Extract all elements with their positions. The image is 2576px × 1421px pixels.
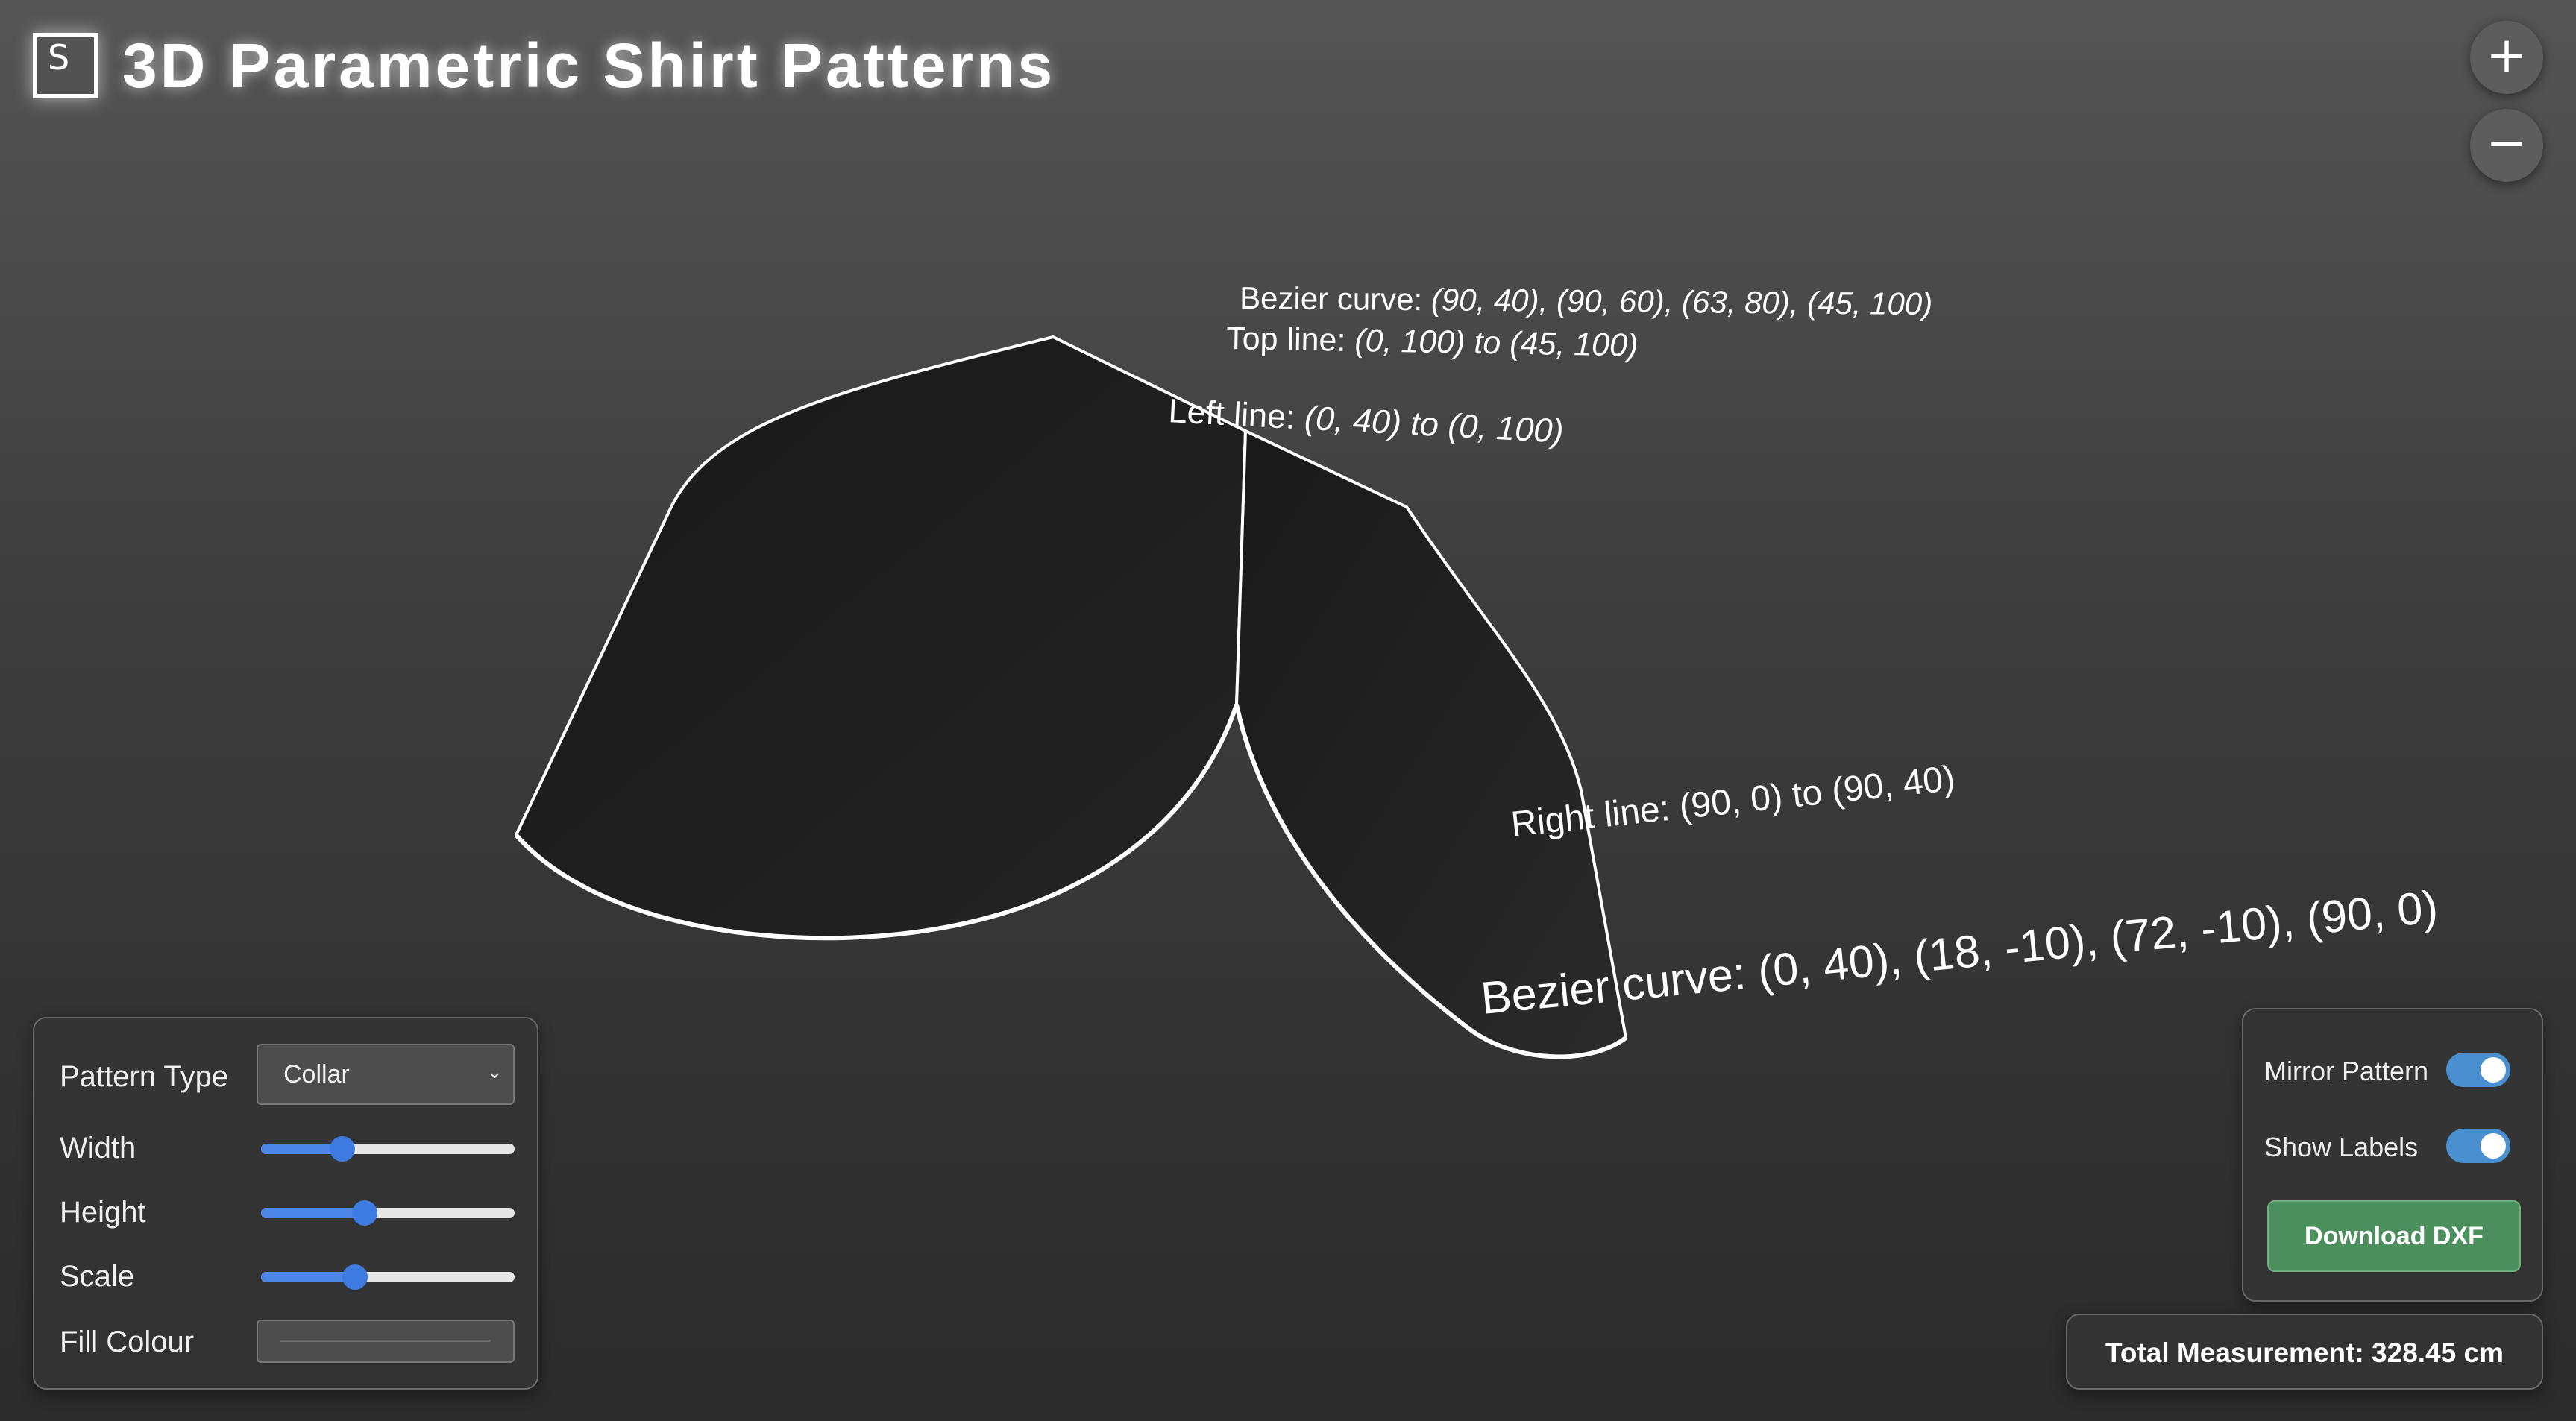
height-slider-fill bbox=[261, 1208, 365, 1218]
pattern-type-label: Pattern Type bbox=[60, 1060, 229, 1093]
height-label: Height bbox=[60, 1196, 146, 1229]
scale-slider-fill bbox=[261, 1272, 355, 1282]
right-bottom-seam bbox=[1234, 704, 1627, 1059]
zoom-in-button[interactable]: + bbox=[2470, 21, 2543, 94]
logo-icon: S bbox=[33, 33, 98, 98]
pattern-type-value: Collar bbox=[283, 1060, 350, 1088]
zoom-out-button[interactable]: − bbox=[2470, 109, 2543, 182]
scale-slider[interactable] bbox=[261, 1264, 515, 1290]
top-line-label-prefix: Top line: bbox=[1226, 321, 1355, 359]
options-panel: Mirror Pattern Show Labels Download DXF bbox=[2242, 1008, 2543, 1302]
height-slider-thumb[interactable] bbox=[352, 1200, 378, 1226]
top-bezier-label-points: (90, 40), (90, 60), (63, 80), (45, 100) bbox=[1431, 282, 1933, 321]
width-slider-thumb[interactable] bbox=[329, 1136, 355, 1162]
chevron-down-icon: ⌄ bbox=[486, 1060, 503, 1083]
app-header: S 3D Parametric Shirt Patterns bbox=[33, 28, 1055, 103]
scale-label: Scale bbox=[60, 1260, 135, 1293]
mirror-pattern-toggle-knob bbox=[2481, 1057, 2506, 1083]
bottom-bezier-label: Bezier curve: (0, 40), (18, -10), (72, -… bbox=[1479, 881, 2440, 1024]
show-labels-label: Show Labels bbox=[2264, 1132, 2419, 1162]
left-line-label-prefix: Left line: bbox=[1167, 391, 1305, 436]
fill-colour-label: Fill Colour bbox=[60, 1326, 195, 1358]
mirror-pattern-label: Mirror Pattern bbox=[2264, 1056, 2429, 1086]
pattern-controls-panel: Pattern Type Collar ⌄ Width Height Scale… bbox=[33, 1017, 538, 1390]
top-line-label: Top line: (0, 100) to (45, 100) bbox=[1226, 321, 1639, 364]
top-bezier-label: Bezier curve: (90, 40), (90, 60), (63, 8… bbox=[1240, 280, 1932, 321]
total-measurement-panel: Total Measurement: 328.45 cm bbox=[2066, 1314, 2543, 1390]
fill-colour-picker[interactable] bbox=[257, 1320, 515, 1363]
height-slider[interactable] bbox=[261, 1200, 515, 1226]
left-bottom-seam bbox=[514, 704, 1239, 941]
app-title: 3D Parametric Shirt Patterns bbox=[122, 30, 1056, 101]
fill-colour-swatch bbox=[280, 1340, 491, 1342]
show-labels-toggle[interactable] bbox=[2446, 1129, 2510, 1163]
scale-slider-thumb[interactable] bbox=[342, 1264, 368, 1290]
logo-letter: S bbox=[48, 37, 70, 78]
show-labels-toggle-knob bbox=[2481, 1133, 2506, 1159]
total-measurement-text: Total Measurement: 328.45 cm bbox=[2105, 1337, 2504, 1368]
pattern-type-select[interactable]: Collar ⌄ bbox=[257, 1044, 515, 1105]
width-slider[interactable] bbox=[261, 1136, 515, 1162]
mirror-pattern-toggle[interactable] bbox=[2446, 1053, 2510, 1087]
top-line-label-points: (0, 100) to (45, 100) bbox=[1354, 323, 1639, 364]
left-line-label-points: (0, 40) to (0, 100) bbox=[1304, 399, 1565, 450]
download-dxf-button[interactable]: Download DXF bbox=[2267, 1200, 2521, 1272]
width-label: Width bbox=[60, 1132, 136, 1165]
top-bezier-label-prefix: Bezier curve: bbox=[1240, 280, 1431, 317]
right-pattern-piece bbox=[1235, 429, 1627, 1059]
width-slider-fill bbox=[261, 1144, 342, 1154]
